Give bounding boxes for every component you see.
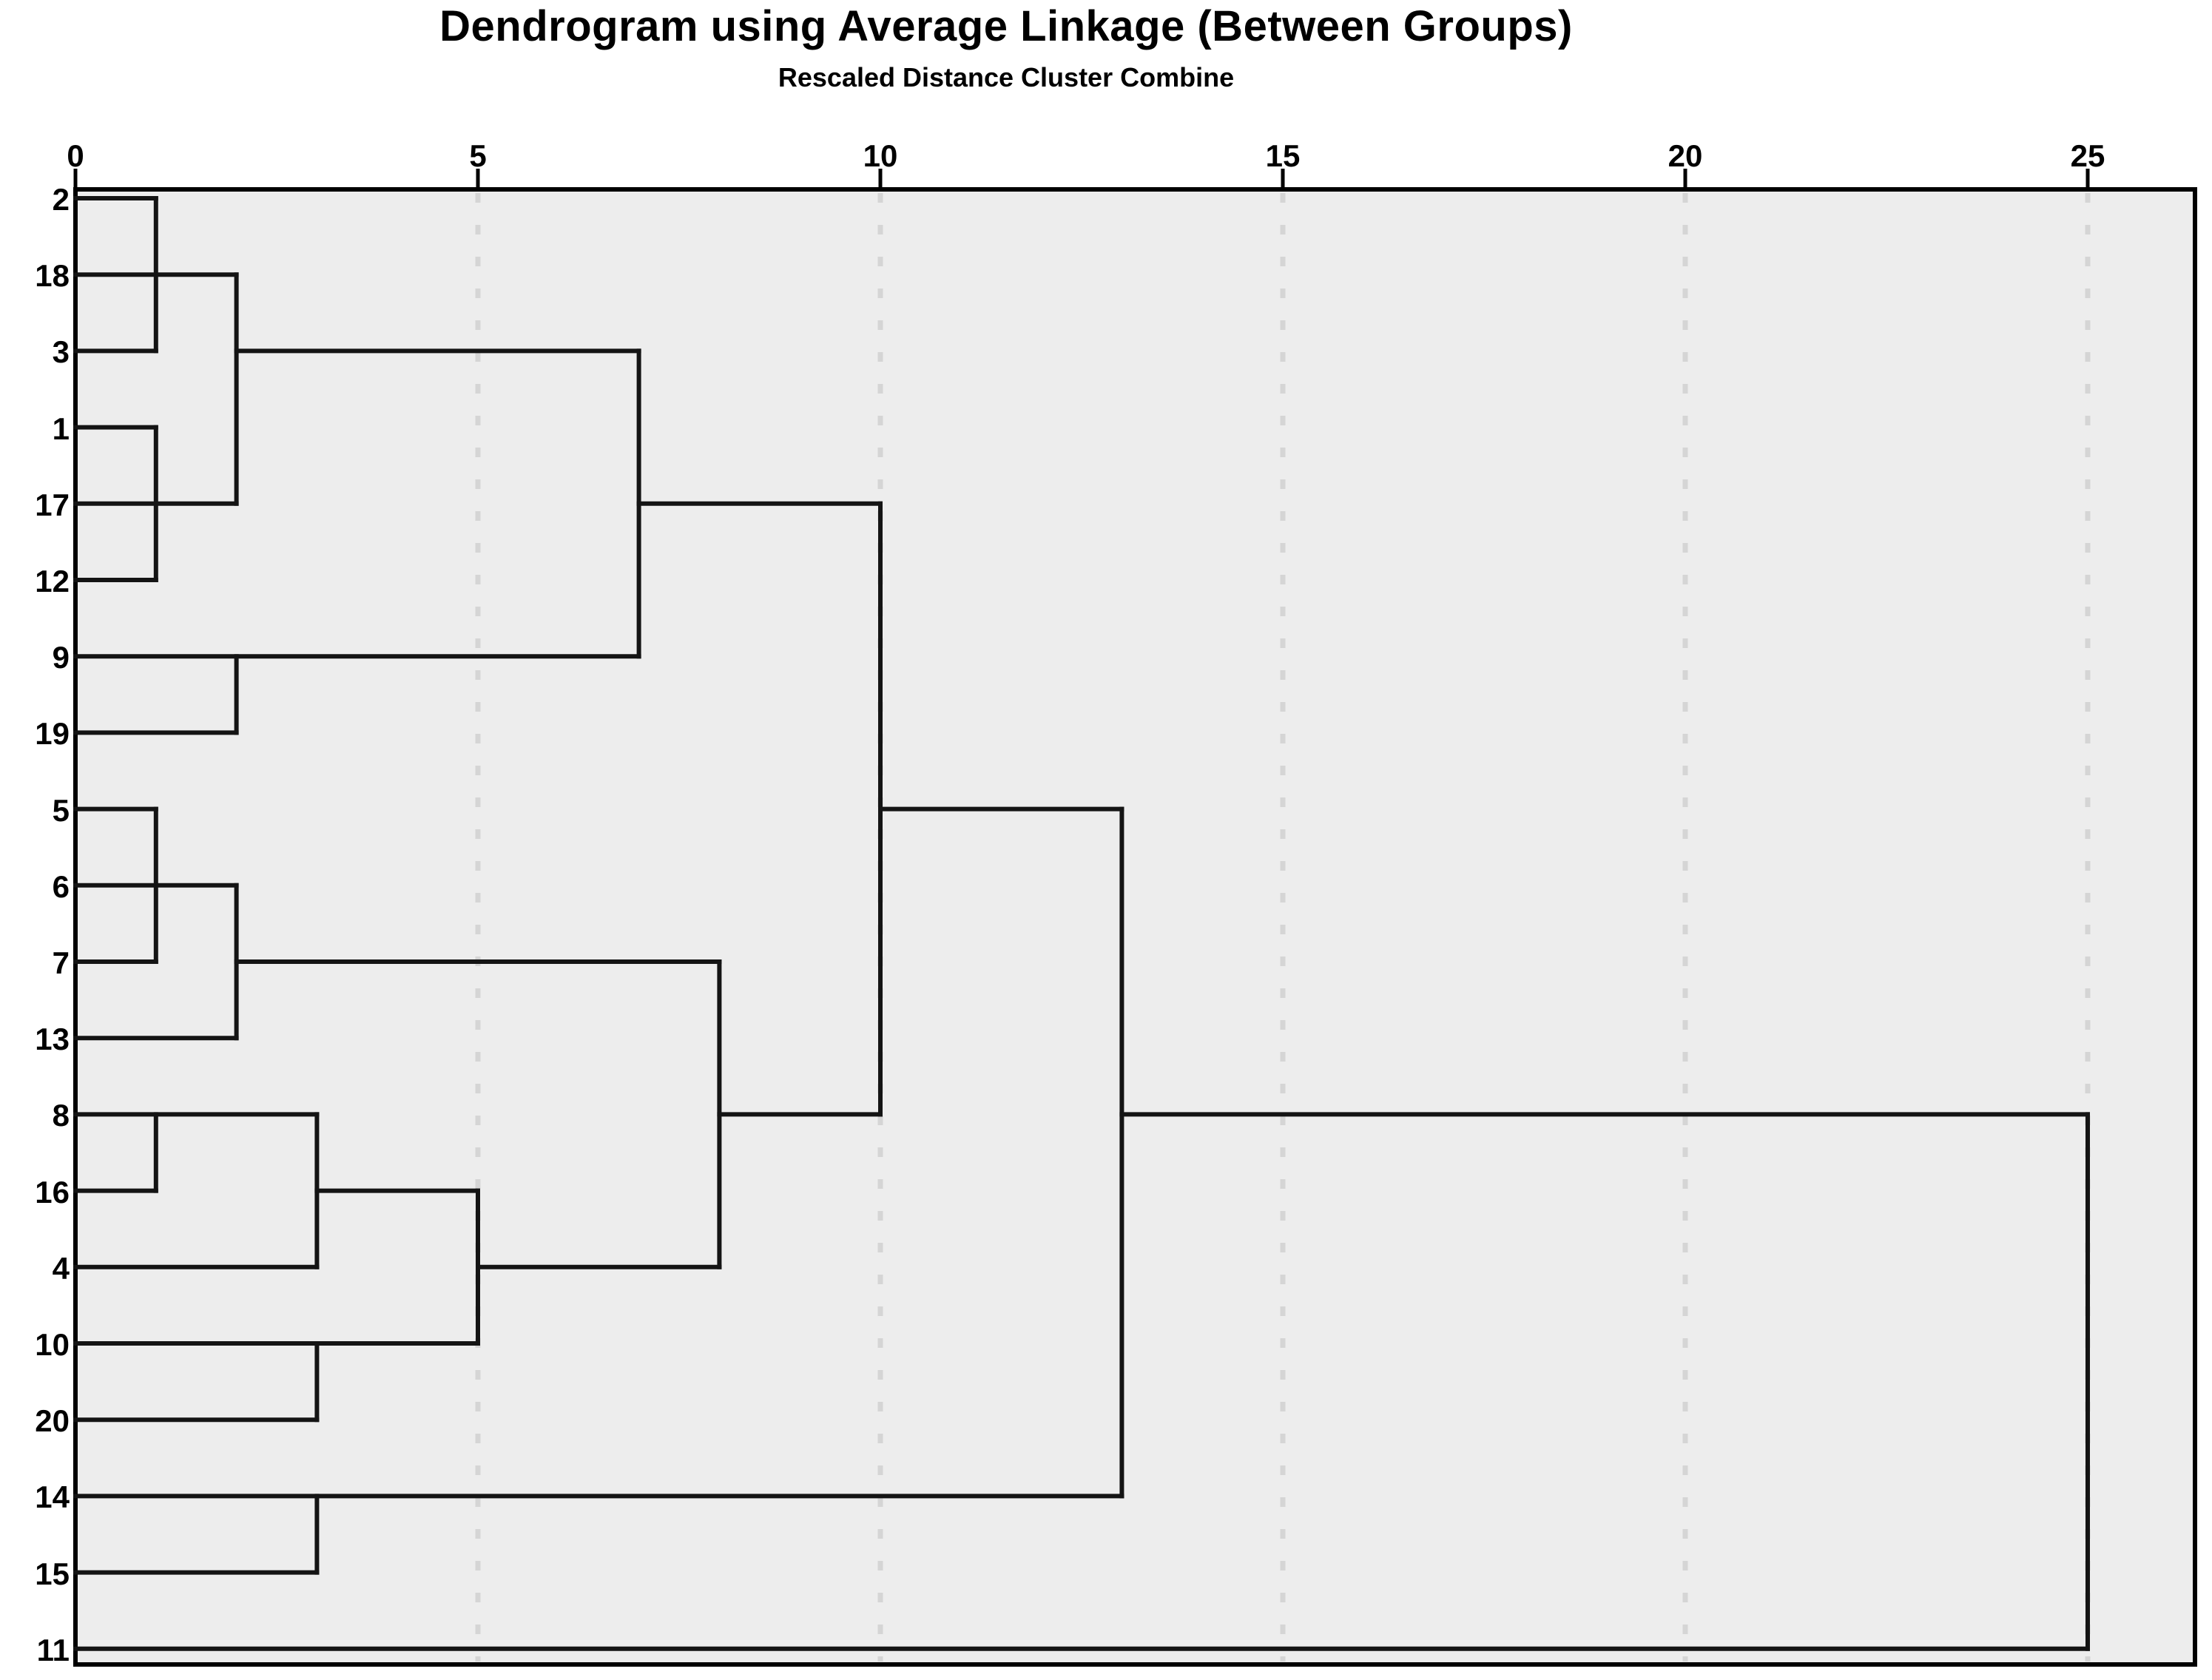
chart-title: Dendrogram using Average Linkage (Betwee… [439,2,1573,50]
leaf-label-case-20: 20 [35,1403,70,1439]
chart-subtitle: Rescaled Distance Cluster Combine [778,62,1235,92]
leaf-label-case-10: 10 [35,1327,70,1362]
leaf-label-case-7: 7 [52,945,70,980]
leaf-label-case-12: 12 [35,564,70,598]
leaf-label-case-18: 18 [35,258,70,294]
leaf-label-case-14: 14 [35,1480,70,1515]
leaf-label-case-19: 19 [35,716,70,752]
leaf-label-case-13: 13 [35,1022,70,1057]
leaf-label-case-9: 9 [52,640,70,675]
x-tick-label: 0 [67,138,84,173]
leaf-label-case-1: 1 [52,411,70,446]
leaf-label-case-4: 4 [52,1250,70,1286]
leaf-label-case-16: 16 [35,1174,70,1210]
x-tick-label: 25 [2070,138,2105,173]
leaf-label-case-15: 15 [35,1556,70,1591]
x-tick-label: 10 [863,138,898,173]
leaf-label-case-5: 5 [52,792,70,828]
leaf-label-case-17: 17 [35,487,70,522]
leaf-label-case-3: 3 [52,334,70,370]
plot-frame [73,187,2197,1667]
x-tick-label: 20 [1668,138,1703,173]
x-tick-label: 15 [1265,138,1301,173]
plot-background [75,189,2195,1664]
leaf-label-case-2: 2 [52,182,70,217]
x-tick-label: 5 [469,138,487,173]
leaf-label-case-6: 6 [52,868,70,904]
leaf-label-case-11: 11 [36,1632,70,1667]
leaf-label-case-8: 8 [52,1098,70,1133]
